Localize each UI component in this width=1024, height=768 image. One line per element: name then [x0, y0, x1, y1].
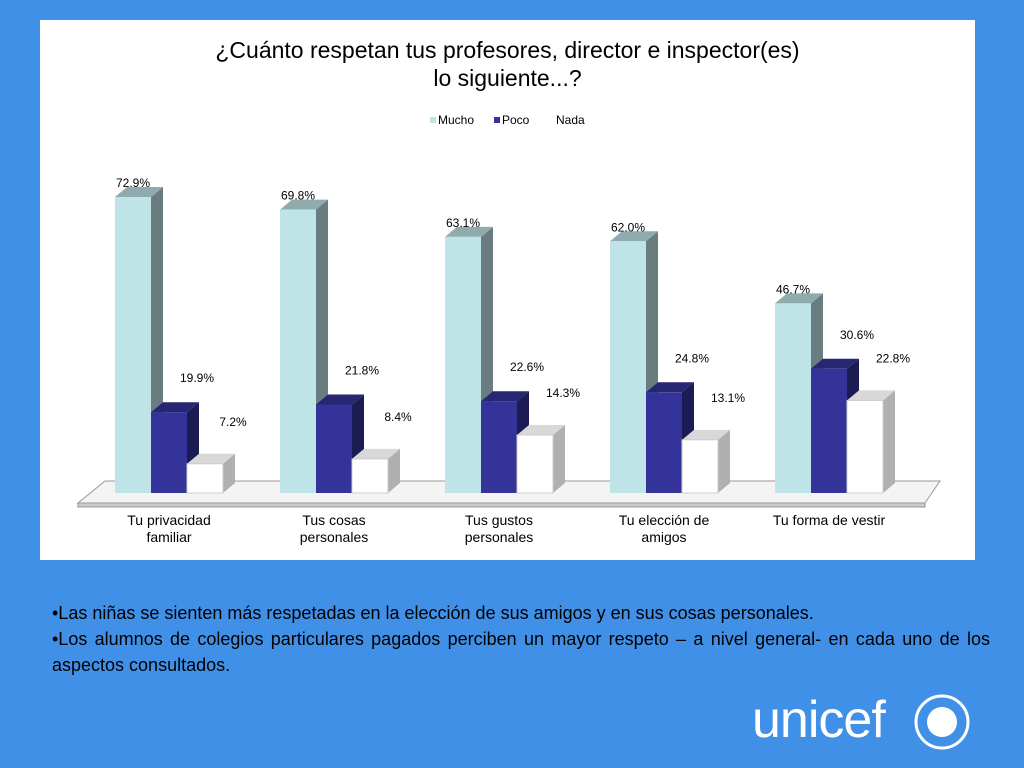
x-tick-label: Tus cosas personales [299, 512, 369, 545]
chart-title: ¿Cuánto respetan tus profesores, directo… [215, 37, 800, 91]
bar [186, 453, 235, 494]
bar-side [223, 453, 235, 493]
value-label: 63.1% [446, 216, 480, 230]
bar [846, 390, 895, 494]
bar-top [115, 187, 163, 198]
bar-top [517, 424, 565, 435]
legend-swatch [494, 117, 500, 123]
bar-front [316, 404, 352, 493]
bar-top [646, 382, 694, 393]
value-label: 62.0% [611, 220, 645, 234]
bar-top [811, 358, 859, 369]
bar [681, 429, 730, 494]
bar-top [445, 226, 493, 237]
notes: •Las niñas se sienten más respetadas en … [52, 600, 990, 678]
bar-top [610, 231, 658, 242]
bar-top [151, 402, 199, 413]
bar-front [115, 197, 151, 493]
bar-front [280, 209, 316, 493]
bar-top [847, 390, 895, 401]
bar-side [883, 390, 895, 493]
value-label: 8.4% [384, 410, 412, 424]
legend-swatch [430, 117, 436, 123]
value-label: 72.9% [116, 176, 150, 190]
bar-front [445, 236, 481, 493]
value-label: 14.3% [546, 386, 580, 400]
bar-front [151, 412, 187, 493]
value-label: 13.1% [711, 391, 745, 405]
bar-side [718, 429, 730, 493]
legend-label: Mucho [438, 113, 474, 127]
bar-front [610, 241, 646, 493]
bar-top [481, 391, 529, 402]
legend-label: Poco [502, 113, 530, 127]
bar-top [775, 293, 823, 304]
legend-label: Nada [556, 113, 585, 127]
note: •Las niñas se sienten más respetadas en … [52, 603, 814, 623]
bar-top [316, 394, 364, 405]
value-label: 22.8% [876, 351, 910, 365]
bar-front [516, 434, 554, 494]
x-tick-label: Tus gustos personales [464, 512, 534, 545]
bar-front [646, 392, 682, 493]
bar-side [553, 424, 565, 493]
value-label: 46.7% [776, 282, 810, 296]
logo-icon [914, 694, 970, 750]
value-label: 7.2% [219, 415, 247, 429]
bar [351, 448, 400, 494]
bar-front [846, 399, 884, 494]
legend-swatch [548, 117, 554, 123]
bar-front [811, 368, 847, 493]
bar-side [388, 448, 400, 493]
value-label: 30.6% [840, 328, 874, 342]
bar [445, 226, 493, 493]
x-tick-label: Tu privacidad familiar [127, 512, 211, 545]
bar-front [681, 439, 719, 494]
bar [516, 424, 565, 494]
floor-edge [77, 502, 926, 508]
bar-top [682, 429, 730, 440]
value-label: 69.8% [281, 189, 315, 203]
x-tick-label: Tu elección de amigos [618, 512, 710, 545]
value-label: 22.6% [510, 360, 544, 374]
note: •Los alumnos de colegios particulares pa… [52, 629, 990, 675]
value-label: 21.8% [345, 363, 379, 377]
bar [280, 199, 328, 493]
x-tick-label: Tu forma de vestir [772, 512, 886, 528]
bar-top [280, 199, 328, 210]
bar-front [481, 401, 517, 493]
logo: unicef [752, 691, 886, 749]
bar-front [351, 458, 389, 494]
bar-top [352, 448, 400, 459]
bar-front [186, 463, 224, 494]
bar-top [187, 453, 235, 464]
value-label: 24.8% [675, 351, 709, 365]
bar-front [775, 303, 811, 493]
value-label: 19.9% [180, 371, 214, 385]
